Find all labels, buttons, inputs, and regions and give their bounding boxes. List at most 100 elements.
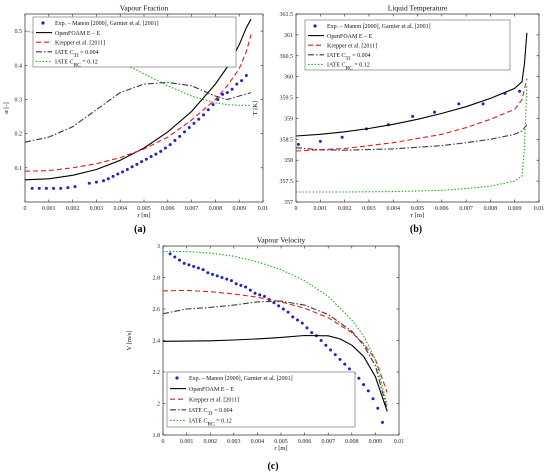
- x-tick-label: 0.005: [411, 206, 425, 212]
- data-point-a-10: [106, 177, 110, 181]
- data-point-b-7: [457, 102, 461, 106]
- x-tick-label: 0: [162, 439, 165, 445]
- legend-label: Krepper et al. [2011]: [189, 397, 239, 403]
- legend-label: Exp. – Manon [2000], Garnier et al. [200…: [327, 24, 431, 30]
- data-point-a-27: [187, 125, 191, 129]
- data-point-c-27: [296, 318, 300, 322]
- x-tick-label: 0.008: [209, 206, 223, 212]
- data-point-b-0: [296, 142, 300, 146]
- data-point-c-3: [182, 261, 186, 265]
- data-point-a-24: [173, 138, 177, 142]
- series-line-c-1: [163, 334, 388, 412]
- data-point-c-7: [201, 268, 205, 272]
- data-point-c-29: [305, 326, 309, 330]
- x-tick-label: 0.003: [90, 206, 104, 212]
- series-line-a-2: [25, 34, 252, 172]
- data-point-a-32: [211, 103, 215, 107]
- legend-label: OpenFOAM E – E: [327, 34, 372, 40]
- legend: Exp. – Manon [2000], Garnier et al. [200…: [166, 371, 356, 428]
- x-tick-label: 0.009: [369, 439, 383, 445]
- data-point-a-30: [202, 113, 205, 117]
- y-tick-label: 0.5: [15, 29, 23, 35]
- x-tick-label: 0.002: [338, 206, 352, 212]
- data-point-a-38: [240, 79, 244, 83]
- data-point-c-12: [225, 277, 229, 281]
- data-point-a-4: [59, 186, 63, 190]
- data-point-a-7: [87, 181, 91, 185]
- data-point-c-34: [329, 348, 333, 352]
- data-point-c-5: [192, 264, 196, 268]
- data-point-b-2: [340, 135, 344, 139]
- data-point-c-23: [277, 304, 281, 308]
- data-point-c-45: [380, 420, 384, 424]
- data-point-c-14: [234, 282, 238, 286]
- x-axis-label: r [m]: [274, 445, 287, 452]
- data-point-c-20: [262, 294, 266, 298]
- x-tick-label: 0.009: [508, 206, 522, 212]
- data-point-c-25: [286, 310, 290, 314]
- x-tick-label: 0.004: [251, 439, 265, 445]
- x-tick-label: 0.01: [534, 206, 545, 212]
- x-tick-label: 0.007: [185, 206, 199, 212]
- data-point-a-26: [182, 130, 186, 134]
- legend-label: IATE CRC = 0.12: [55, 60, 98, 69]
- data-point-c-4: [187, 263, 191, 267]
- data-point-a-11: [111, 174, 115, 178]
- data-point-a-13: [121, 170, 125, 174]
- y-tick-label: 2: [157, 402, 160, 408]
- panel-caption: (b): [410, 224, 422, 235]
- y-tick-label: 1.8: [153, 433, 161, 439]
- chart-panel-b: Liquid Temperature 0 0.001 0.002 0.003 0.004 0…: [252, 4, 544, 236]
- data-point-b-1: [318, 139, 322, 143]
- legend-marker: [175, 376, 179, 380]
- legend-marker: [313, 24, 317, 28]
- data-point-a-25: [178, 134, 182, 138]
- data-point-a-19: [149, 155, 153, 159]
- data-point-a-36: [230, 87, 234, 91]
- data-point-c-19: [258, 293, 262, 297]
- x-tick-label: 0.01: [394, 439, 405, 445]
- x-tick-label: 0.001: [314, 206, 328, 212]
- data-point-c-36: [338, 357, 342, 361]
- legend: Exp. – Manon [2000], Garnier et al. [200…: [32, 16, 237, 69]
- series-line-c-4: [163, 250, 388, 406]
- data-point-b-6: [433, 110, 437, 114]
- data-point-a-15: [130, 165, 134, 169]
- y-tick-label: 0.4: [15, 63, 23, 69]
- data-point-c-0: [168, 252, 172, 256]
- y-tick-label: 3: [157, 244, 160, 250]
- x-tick-label: 0.006: [161, 206, 175, 212]
- y-tick-label: 2.8: [153, 276, 161, 282]
- data-point-c-8: [206, 271, 210, 275]
- data-point-c-1: [173, 255, 177, 259]
- y-tick-label: 360: [284, 75, 293, 81]
- data-point-a-17: [140, 160, 144, 164]
- data-point-c-38: [347, 367, 351, 371]
- data-point-c-37: [343, 362, 347, 366]
- data-point-c-2: [178, 258, 182, 262]
- x-tick-label: 0.008: [345, 439, 359, 445]
- chart-title: Vapour Velocity: [257, 236, 306, 245]
- panel-caption: (c): [267, 461, 278, 472]
- x-tick-label: 0.005: [274, 439, 288, 445]
- legend-label: Exp. – Manon [2000], Garnier et al. [200…: [55, 21, 159, 27]
- data-point-a-34: [221, 92, 225, 96]
- data-point-c-11: [220, 276, 224, 279]
- data-point-c-28: [300, 321, 304, 325]
- series-group: [25, 18, 252, 190]
- x-tick-label: 0.006: [435, 206, 449, 212]
- x-tick-label: 0.008: [484, 206, 498, 212]
- data-point-a-9: [102, 179, 106, 183]
- y-tick-label: 0.3: [15, 97, 23, 103]
- data-point-b-8: [481, 102, 485, 106]
- y-tick-label: 359: [284, 116, 293, 122]
- y-tick-label: 0.1: [15, 166, 23, 172]
- data-point-a-0: [30, 186, 34, 190]
- y-tick-label: 361.5: [280, 12, 294, 18]
- chart-panel-a: Vapour Fraction 0 0.001 0.002 0.003 0.004 0.00…: [3, 4, 268, 236]
- data-point-a-35: [225, 91, 229, 95]
- data-point-c-18: [253, 291, 257, 295]
- legend-label: Exp. – Manon [2000], Garnier et al. [200…: [189, 376, 293, 382]
- y-tick-label: 0.2: [15, 132, 23, 138]
